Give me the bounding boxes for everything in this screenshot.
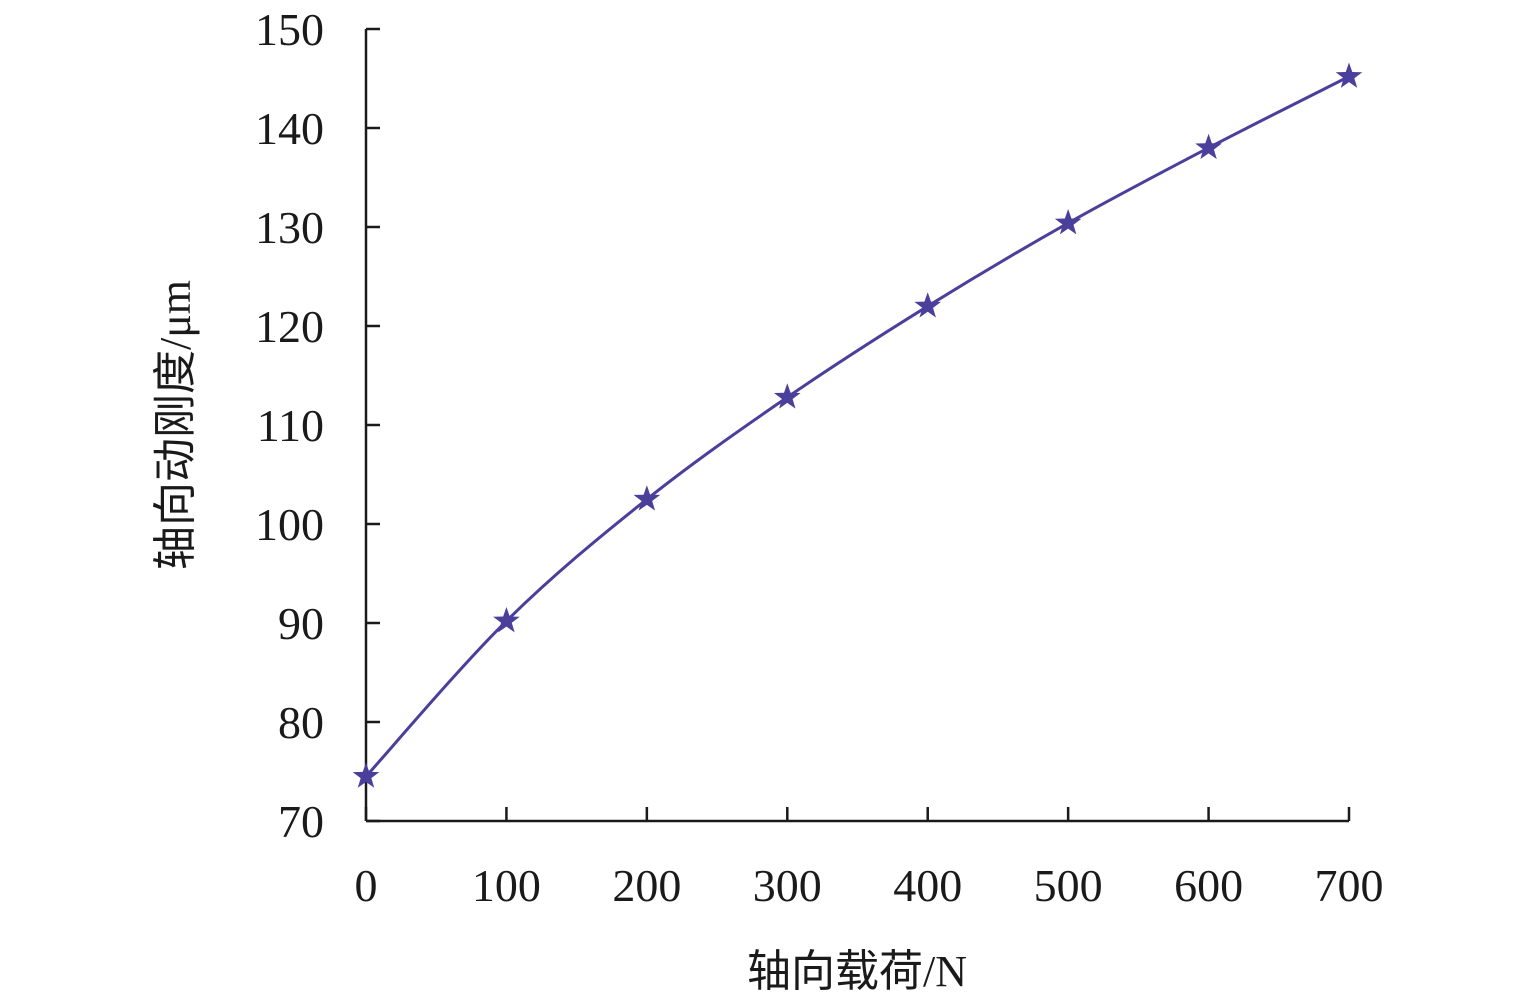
x-tick-label: 300: [753, 860, 822, 911]
y-tick-label: 130: [255, 202, 324, 253]
x-tick-label: 400: [893, 860, 962, 911]
y-tick-label: 110: [257, 400, 324, 451]
x-axis-title: 轴向载荷/N: [747, 947, 967, 996]
data-point-star: [352, 762, 380, 788]
y-tick-label: 150: [255, 4, 324, 55]
data-point-star: [1195, 133, 1222, 160]
y-tick-label: 70: [278, 796, 324, 847]
ticks: 70 80 90 100 110 120 130 140 150 0 100 200 300 400 500…: [255, 4, 1384, 911]
x-tick-label: 600: [1174, 860, 1243, 911]
series-line: [364, 75, 1350, 778]
markers: [352, 62, 1363, 788]
y-axis-title: 轴向动刚度/μm: [151, 280, 200, 570]
y-tick-label: 140: [255, 103, 324, 154]
series-layer: [364, 75, 1350, 778]
data-point-star: [773, 383, 801, 409]
data-point-star: [914, 292, 942, 318]
x-tick-label: 100: [472, 860, 541, 911]
x-tick-label: 0: [355, 860, 378, 911]
y-tick-label: 120: [255, 301, 324, 352]
y-tick-label: 80: [278, 697, 324, 748]
x-tick-label: 200: [612, 860, 681, 911]
y-tick-label: 100: [255, 499, 324, 550]
y-tick-label: 90: [278, 598, 324, 649]
data-point-star: [1054, 209, 1082, 235]
x-tick-label: 500: [1034, 860, 1103, 911]
data-point-star: [633, 485, 661, 511]
data-point-star: [1335, 62, 1363, 88]
data-point-star: [493, 607, 520, 633]
x-tick-label: 700: [1315, 860, 1384, 911]
